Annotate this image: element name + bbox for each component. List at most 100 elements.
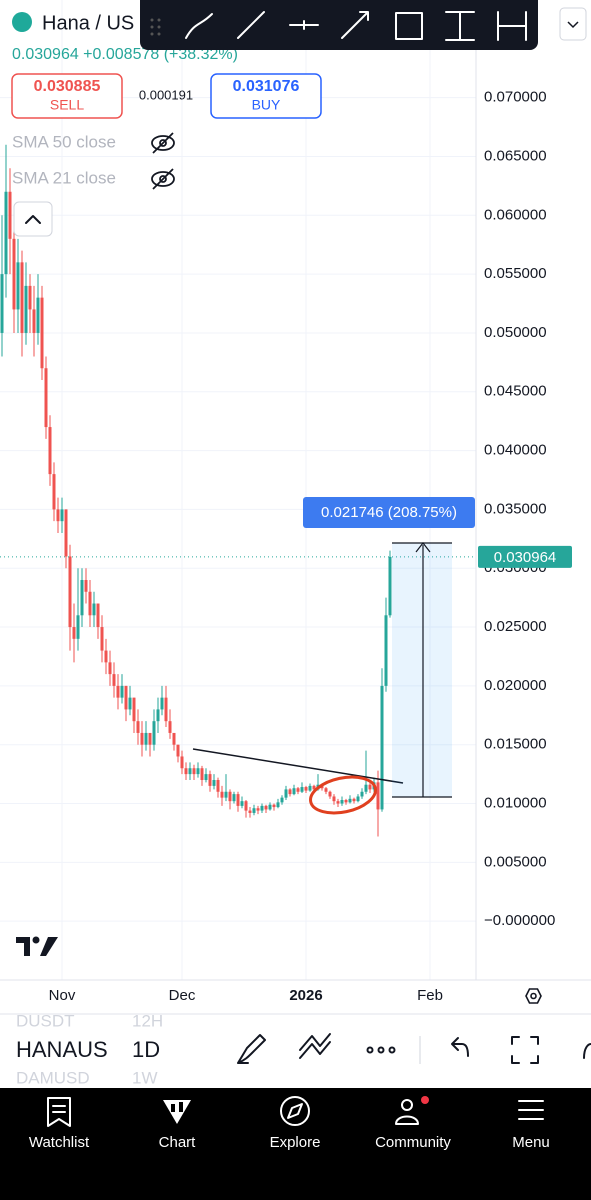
candle-body [112,674,116,686]
candle-body [288,789,292,795]
candle-body [284,789,288,798]
hide-icon[interactable] [151,168,175,190]
candle-body [344,800,348,803]
candle-body [384,615,388,686]
tv-logo [32,936,40,944]
candle-body [0,274,4,333]
symbol[interactable]: HANAUS [16,1037,108,1062]
nav-icon [163,1100,191,1124]
price-range-tool[interactable] [445,11,475,41]
candle-body [336,801,340,804]
candle-body [312,785,316,790]
candle-body [348,798,352,803]
candle-body [164,697,168,722]
nav-label[interactable]: Chart [159,1134,197,1151]
x-tick-label: Feb [417,987,443,1004]
candle-body [236,794,240,806]
candle-body [192,768,196,775]
faded-symbol: DUSDT [16,1011,75,1030]
candle-body [248,810,252,813]
measure-label: 0.021746 (208.75%) [321,504,457,521]
arrow-tool[interactable] [341,11,369,39]
nav-icon [47,1097,71,1127]
candle-body [196,768,200,775]
candle-body [132,697,136,722]
candle-body [172,732,176,745]
candle-body [48,427,52,475]
y-tick-label: 0.045000 [484,383,547,400]
candle-body [328,791,332,797]
y-tick-label: 0.050000 [484,324,547,341]
candle-body [24,285,28,333]
drag-handle[interactable] [150,18,161,36]
candle-body [144,732,148,745]
candle-body [136,721,140,733]
y-tick-label: 0.005000 [484,853,547,870]
candle-body [188,768,192,775]
candle-body [36,297,40,333]
candle-body [264,805,268,810]
candle-body [304,787,308,791]
candle-body [12,238,16,310]
sell-button[interactable] [11,73,123,119]
candle-body [96,603,100,628]
candle-body [32,309,36,333]
date-range-tool[interactable] [497,11,527,41]
indicator[interactable]: SMA 50 close [12,132,116,151]
candle-body [52,474,56,510]
candle-body [324,788,328,792]
candle-body [220,791,224,798]
spread: 0.000191 [139,87,193,102]
faded-interval: 1W [132,1068,158,1087]
candle-body [128,697,132,710]
candle-body [360,791,364,797]
draw-icon[interactable] [237,1034,266,1064]
indicator[interactable]: SMA 21 close [12,168,116,187]
candle-body [272,804,276,808]
nav-label[interactable]: Explore [270,1134,321,1151]
candle-body [352,798,356,802]
candle-body [108,662,112,675]
fullscreen-icon[interactable] [511,1036,539,1064]
buy-button[interactable] [210,73,322,119]
hline-tool[interactable] [289,20,319,30]
partial-icon [583,1043,591,1059]
interval[interactable]: 1D [132,1037,160,1062]
candle-body [124,685,128,710]
candle-body [332,796,336,802]
collapse-icon [25,215,41,224]
nav-label[interactable]: Community [375,1134,451,1151]
candle-body [160,697,164,710]
candle-body [104,650,108,663]
candle-body [100,627,104,651]
highlight-ellipse [309,775,377,815]
candle-body [300,787,304,792]
tv-logo [16,937,58,956]
curve-tool[interactable] [185,13,213,39]
more-icon[interactable] [366,1046,396,1054]
candle-body [148,732,152,745]
candle-body [120,685,124,698]
candle-body [44,368,48,428]
y-tick-label: 0.055000 [484,265,547,282]
nav-label[interactable]: Menu [512,1134,550,1151]
y-tick-label: 0.010000 [484,794,547,811]
candle-body [212,780,216,786]
candle-body [72,627,76,639]
collapse-button[interactable] [13,201,53,237]
undo-icon[interactable] [451,1037,469,1057]
symbol-title[interactable]: Hana / US [42,12,134,34]
candle-body [276,802,280,808]
indicators-icon[interactable] [299,1033,331,1059]
y-tick-label: 0.035000 [484,500,547,517]
line-tool[interactable] [237,11,265,39]
candle-body [92,603,96,616]
hide-icon[interactable] [151,132,175,154]
nav-icon [518,1100,544,1120]
dropdown[interactable] [559,7,587,41]
rect-tool[interactable] [395,12,423,40]
dropdown-icon [567,21,579,29]
nav-label[interactable]: Watchlist [29,1134,90,1151]
settings-icon[interactable] [525,988,542,1004]
candle-body [152,721,156,745]
